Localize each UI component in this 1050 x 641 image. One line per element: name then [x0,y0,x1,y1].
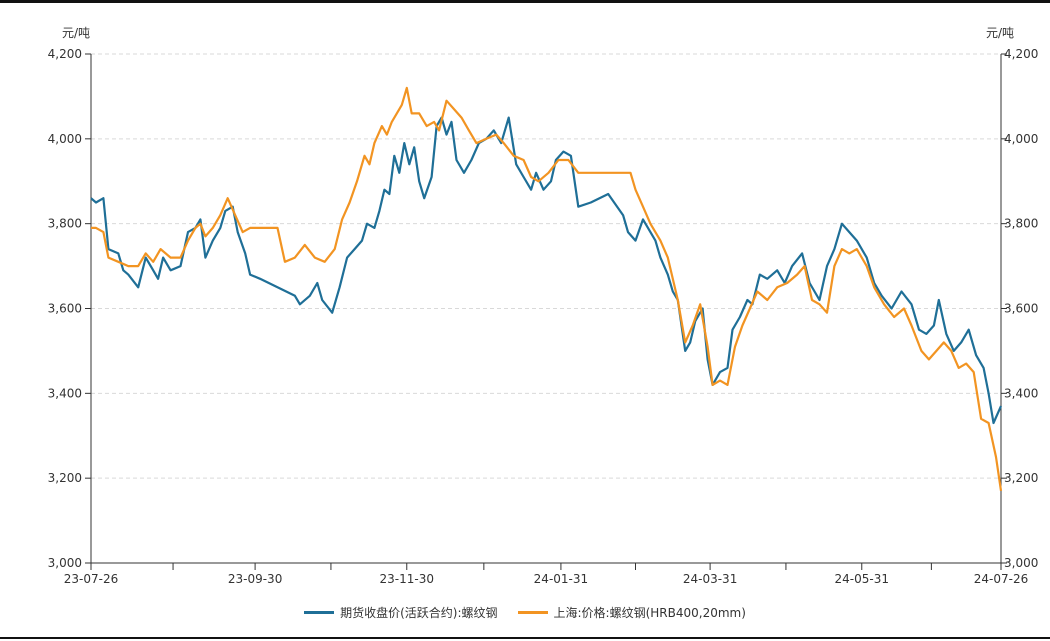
x-tick-label: 24-05-31 [835,572,889,586]
y-tick-label-left: 3,200 [48,471,82,485]
legend-swatch-spot [517,611,548,614]
legend-label-spot: 上海:价格:螺纹钢(HRB400,20mm) [553,606,746,620]
y-tick-label-right: 4,000 [1004,132,1038,146]
x-tick-label: 23-09-30 [228,572,282,586]
y-tick-label-left: 4,000 [48,132,82,146]
x-tick-label: 24-01-31 [534,572,588,586]
legend-label-futures: 期货收盘价(活跃合约):螺纹钢 [340,606,498,620]
y-tick-label-left: 3,800 [48,217,82,231]
x-tick-label: 24-07-26 [974,572,1028,586]
y-tick-label-right: 3,800 [1004,217,1038,231]
legend-item-futures[interactable]: 期货收盘价(活跃合约):螺纹钢 [304,604,498,621]
legend-item-spot[interactable]: 上海:价格:螺纹钢(HRB400,20mm) [517,604,746,621]
y-tick-label-right: 3,000 [1004,556,1038,570]
y-axis-unit-left: 元/吨 [62,26,91,40]
y-tick-label-left: 3,000 [48,556,82,570]
series-line-futures [90,116,1003,425]
y-tick-label-left: 4,200 [48,47,82,61]
y-tick-label-right: 4,200 [1004,47,1038,61]
top-rule [0,0,1050,3]
legend-swatch-futures [304,611,335,614]
x-tick-label: 23-07-26 [64,572,118,586]
series-line-spot [91,86,1003,492]
y-axis-unit-right: 元/吨 [986,26,1015,40]
bottom-rule [0,637,1050,639]
y-tick-label-left: 3,400 [48,386,82,400]
x-tick-label: 23-11-30 [380,572,434,586]
legend: 期货收盘价(活跃合约):螺纹钢 上海:价格:螺纹钢(HRB400,20mm) [0,604,1050,621]
x-tick-label: 24-03-31 [683,572,737,586]
y-tick-label-right: 3,200 [1004,471,1038,485]
y-tick-label-right: 3,400 [1004,386,1038,400]
y-tick-label-left: 3,600 [48,302,82,316]
y-tick-label-right: 3,600 [1004,302,1038,316]
